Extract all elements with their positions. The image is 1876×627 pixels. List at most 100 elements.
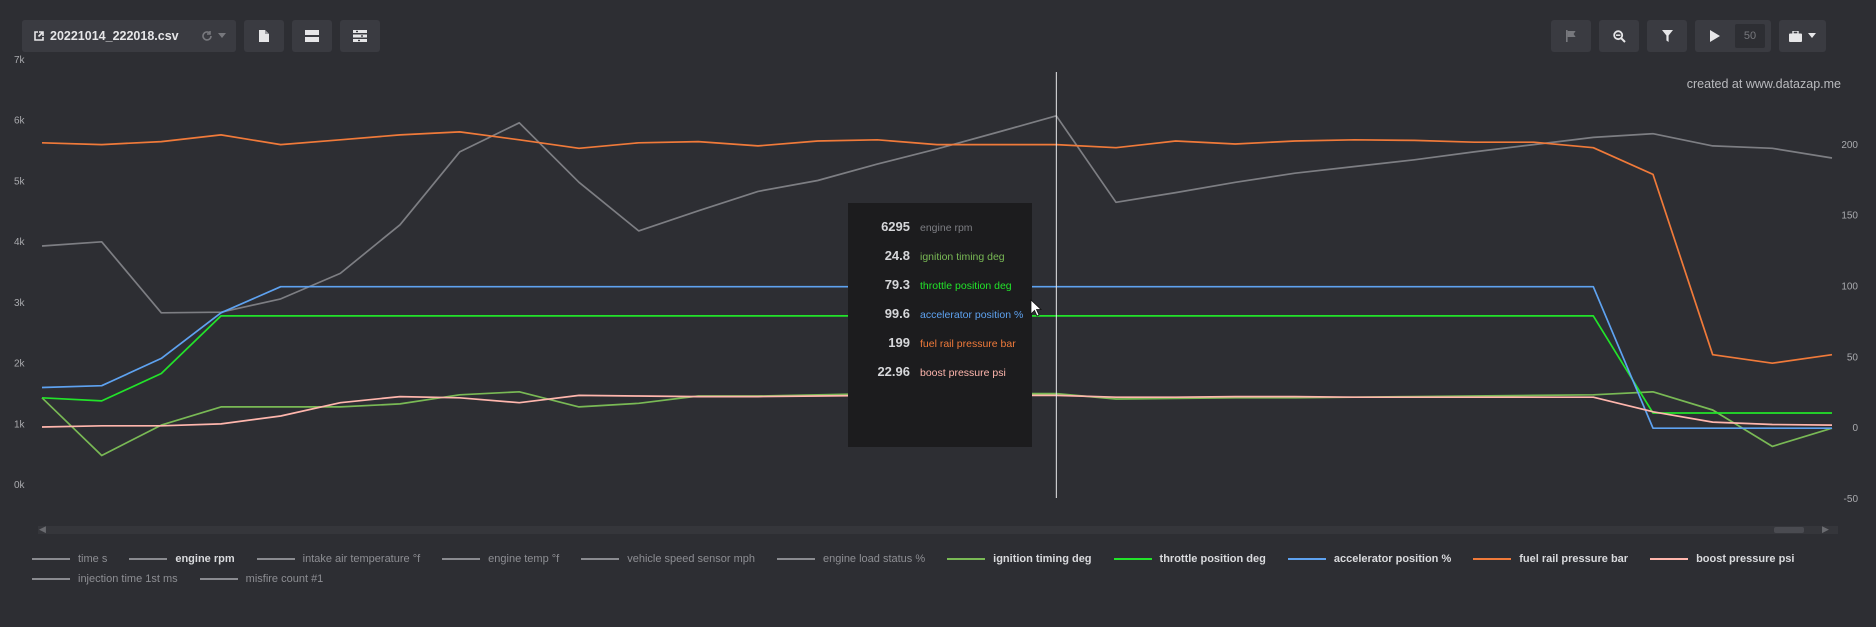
legend-item[interactable]: throttle position deg [1113, 552, 1266, 566]
tooltip-value: 199 [888, 335, 910, 350]
tooltip-label: throttle position deg [920, 280, 1012, 292]
filter-button[interactable] [1647, 20, 1687, 52]
legend-swatch [1650, 558, 1689, 560]
series-line-fuel-rail-pressure-bar [41, 131, 1833, 365]
legend-item[interactable]: engine temp °f [442, 552, 559, 566]
file-select-button[interactable]: 20221014_222018.csv [22, 20, 191, 52]
file-name: 20221014_222018.csv [50, 29, 179, 43]
right-tick-label: 50 [1847, 352, 1859, 363]
briefcase-icon [1789, 30, 1802, 42]
refresh-icon [201, 31, 212, 41]
right-axis: 200 150 100 50 0 -50 [1841, 140, 1858, 505]
legend-label: ignition timing deg [993, 553, 1092, 565]
legend-swatch [442, 558, 481, 560]
document-button[interactable] [243, 20, 284, 52]
chart[interactable]: created at www.datazap.me 7k 6k 5k 4k 3k 2k 1k… [0, 55, 1876, 525]
legend-label: intake air temperature °f [302, 553, 421, 565]
legend-swatch [129, 558, 168, 560]
legend-item[interactable]: injection time 1st ms [32, 572, 178, 586]
right-tick-label: 200 [1841, 140, 1858, 151]
legend-label: time s [78, 553, 108, 565]
tooltip-value: 6295 [881, 219, 910, 234]
legend-item[interactable]: intake air temperature °f [256, 552, 421, 566]
tooltip-label: accelerator position % [920, 309, 1023, 321]
legend-label: injection time 1st ms [78, 573, 178, 585]
playback-speed-input[interactable]: 50 [1735, 24, 1765, 48]
legend-item[interactable]: engine load status % [777, 552, 925, 566]
tooltip-label: ignition timing deg [920, 251, 1005, 263]
legend-item[interactable]: misfire count #1 [199, 572, 324, 586]
left-tick-label: 7k [14, 55, 26, 66]
mouse-pointer-icon [1030, 299, 1043, 317]
tooltip-value: 79.3 [885, 277, 910, 292]
left-tick-label: 2k [14, 359, 26, 370]
scroll-right-icon[interactable]: ▶ [1822, 524, 1829, 534]
toolbar-right: 50 [1551, 20, 1826, 52]
legend-label: engine rpm [175, 553, 235, 565]
tooltip-label: engine rpm [920, 222, 973, 234]
legend-label: fuel rail pressure bar [1519, 553, 1629, 565]
tooltip: 6295 engine rpm 24.8 ignition timing deg 79.… [848, 203, 1032, 447]
playback-group: 50 [1695, 20, 1771, 52]
right-tick-label: 0 [1852, 423, 1858, 434]
left-tick-label: 5k [14, 176, 26, 187]
tooltip-label: boost pressure psi [920, 367, 1006, 379]
right-tick-label: 150 [1841, 211, 1858, 222]
flag-button[interactable] [1551, 20, 1591, 52]
legend-swatch [947, 558, 986, 560]
time-scrollbar[interactable] [38, 526, 1838, 534]
legend-item[interactable]: boost pressure psi [1650, 552, 1794, 566]
tools-dropdown-button[interactable] [1779, 20, 1826, 52]
legend: time s engine rpm intake air temperature °… [32, 552, 1862, 586]
layout-button[interactable] [291, 20, 332, 52]
legend-label: engine load status % [823, 553, 926, 565]
legend-item[interactable]: engine rpm [129, 552, 235, 566]
legend-swatch [32, 558, 70, 560]
legend-item[interactable]: accelerator position % [1287, 552, 1452, 566]
scroll-left-icon[interactable]: ◀ [39, 524, 46, 534]
channels-button[interactable] [339, 20, 380, 52]
legend-label: accelerator position % [1333, 553, 1452, 565]
legend-item[interactable]: time s [32, 552, 107, 566]
zoom-out-button[interactable] [1599, 20, 1639, 52]
play-button[interactable] [1695, 20, 1735, 52]
tooltip-label: fuel rail pressure bar [920, 338, 1016, 350]
legend-swatch [1473, 558, 1512, 560]
left-tick-label: 6k [14, 116, 26, 127]
legend-swatch [1287, 558, 1326, 560]
caret-down-icon [217, 33, 226, 38]
watermark: created at www.datazap.me [1687, 77, 1841, 91]
left-tick-label: 0k [14, 480, 26, 491]
layout-icon [304, 30, 319, 42]
external-link-icon [34, 31, 44, 41]
legend-label: engine temp °f [488, 553, 560, 565]
legend-swatch [1113, 558, 1152, 560]
legend-swatch [199, 578, 238, 580]
legend-item[interactable]: ignition timing deg [947, 552, 1092, 566]
legend-swatch [581, 558, 620, 560]
caret-down-icon [1808, 33, 1816, 38]
legend-label: misfire count #1 [245, 573, 324, 585]
file-button-group: 20221014_222018.csv [22, 20, 236, 52]
legend-item[interactable]: fuel rail pressure bar [1473, 552, 1628, 566]
left-tick-label: 4k [14, 237, 26, 248]
legend-swatch [777, 558, 816, 560]
legend-swatch [256, 558, 295, 560]
tooltip-value: 22.96 [877, 364, 910, 379]
legend-label: throttle position deg [1159, 553, 1266, 565]
tooltip-background [848, 203, 1032, 447]
document-icon [258, 30, 269, 42]
left-tick-label: 1k [14, 419, 26, 430]
left-axis: 7k 6k 5k 4k 3k 2k 1k 0k [14, 55, 26, 491]
series-line-engine-rpm [41, 114, 1833, 314]
flag-icon [1565, 30, 1576, 42]
zoom-out-icon [1612, 29, 1626, 43]
toolbar-left: 20221014_222018.csv [22, 20, 380, 52]
refresh-dropdown-button[interactable] [190, 20, 236, 52]
legend-item[interactable]: vehicle speed sensor mph [581, 552, 755, 566]
left-tick-label: 3k [14, 298, 26, 309]
filter-icon [1661, 30, 1673, 42]
scrollbar-handle[interactable] [1774, 527, 1804, 533]
list-settings-icon [352, 30, 367, 42]
tooltip-value: 99.6 [885, 306, 910, 321]
